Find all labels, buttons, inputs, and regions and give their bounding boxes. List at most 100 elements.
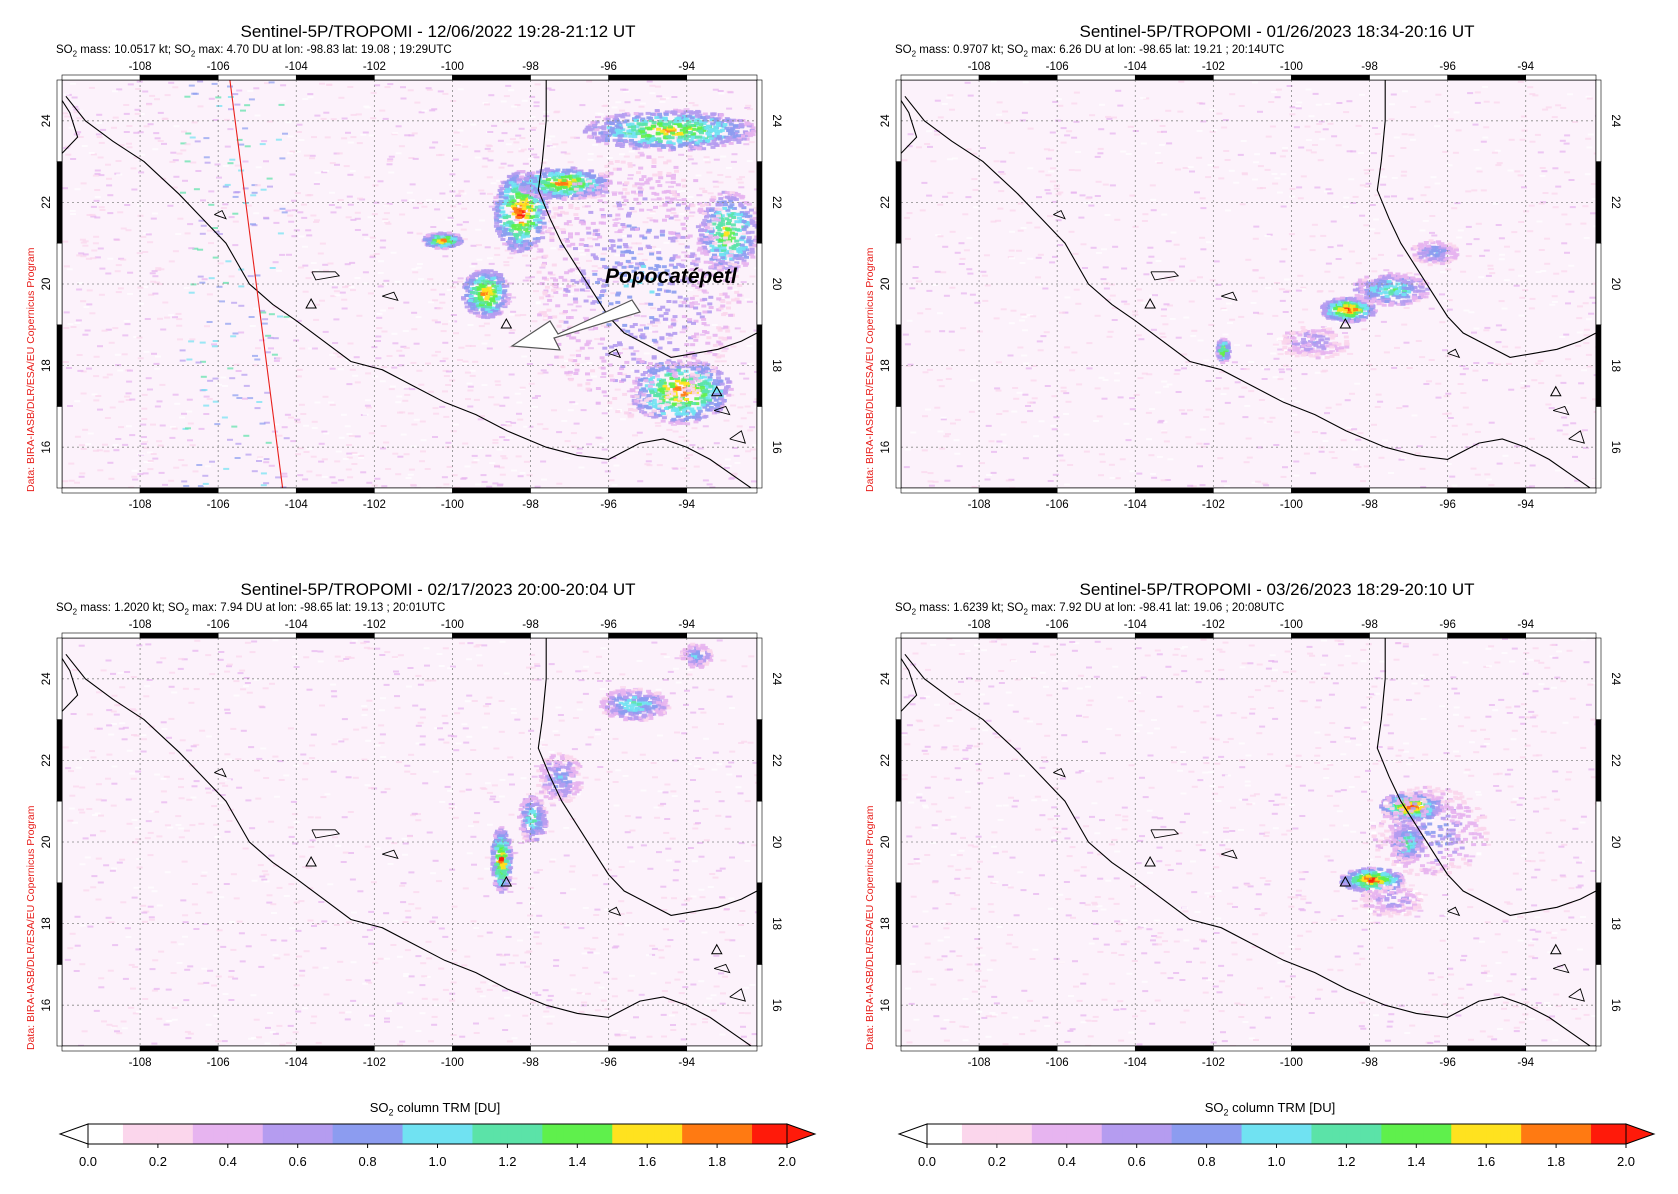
graticule [62, 638, 757, 1046]
map-border [895, 74, 1602, 494]
lon-tick-bottom: -104 [285, 499, 309, 511]
volcano-marker [1144, 297, 1156, 309]
lon-tick-top: -98 [522, 619, 539, 631]
lat-tick-right: 16 [770, 441, 782, 454]
lat-tick-left: 18 [41, 359, 53, 372]
lon-tick-top: -100 [1280, 619, 1303, 631]
lon-tick-bottom: -108 [129, 1057, 152, 1069]
colorbar-over-arrow [1625, 1123, 1656, 1145]
lon-tick-top: -104 [1124, 619, 1148, 631]
map-border [56, 632, 763, 1052]
volcano-annotation: Popocatépetl [605, 265, 738, 288]
colorbar-tick: 2.0 [1617, 1154, 1635, 1169]
colorbar-tick: 0.4 [219, 1154, 237, 1169]
colorbar-tick: 0.0 [918, 1154, 936, 1169]
lon-tick-top: -102 [1202, 61, 1225, 73]
lon-tick-bottom: -94 [678, 1057, 695, 1069]
lat-tick-left: 20 [880, 278, 892, 291]
lat-tick-left: 22 [41, 754, 53, 767]
volcano-marker [1339, 317, 1352, 329]
lat-tick-left: 20 [880, 836, 892, 849]
colorbar-tick: 1.0 [1267, 1154, 1285, 1169]
lon-tick-bottom: -100 [441, 499, 464, 511]
lon-tick-top: -104 [285, 619, 309, 631]
panel-top-right: Sentinel-5P/TROPOMI - 01/26/2023 18:34-2… [839, 0, 1678, 530]
lon-tick-top: -102 [363, 61, 386, 73]
colorbar-ramp [88, 1124, 788, 1144]
lon-tick-top: -94 [678, 619, 695, 631]
lon-tick-top: -94 [678, 61, 695, 73]
lat-tick-left: 24 [880, 672, 892, 685]
lat-tick-left: 16 [41, 999, 53, 1012]
volcano-marker [305, 297, 317, 309]
lat-tick-right: 20 [770, 278, 782, 291]
map-border [56, 74, 763, 494]
volcano-marker [1144, 855, 1156, 867]
lat-tick-right: 18 [1609, 359, 1621, 372]
lat-tick-right: 24 [770, 672, 782, 685]
coastline [901, 80, 1596, 488]
lon-tick-top: -106 [1046, 619, 1069, 631]
volcano-marker [710, 385, 723, 397]
lat-tick-right: 18 [1609, 917, 1621, 930]
colorbar-tick: 0.0 [79, 1154, 97, 1169]
lon-tick-top: -108 [129, 619, 152, 631]
lat-tick-right: 22 [1609, 754, 1621, 767]
lon-tick-top: -96 [600, 619, 617, 631]
lon-tick-top: -98 [1361, 619, 1378, 631]
colorbar-under-arrow [58, 1123, 89, 1145]
lon-tick-top: -108 [968, 619, 991, 631]
colorbar-tick: 1.6 [1477, 1154, 1495, 1169]
lat-tick-right: 24 [1609, 114, 1621, 127]
so2-map: -108 -108 -106 -106 -104 -104 -102 -102 -100 -100… [41, 61, 782, 511]
lon-tick-bottom: -104 [285, 1057, 309, 1069]
lat-tick-right: 22 [770, 196, 782, 209]
lon-tick-top: -96 [600, 61, 617, 73]
panel-info: SO2 mass: 1.6239 kt; SO2 max: 7.92 DU at… [895, 602, 1285, 617]
graticule [901, 80, 1596, 488]
lon-tick-bottom: -102 [1202, 499, 1225, 511]
volcano-marker [305, 855, 317, 867]
lon-tick-top: -102 [1202, 619, 1225, 631]
lon-tick-bottom: -106 [207, 499, 230, 511]
colorbar-ramp [927, 1124, 1627, 1144]
colorbar-tick: 0.8 [359, 1154, 377, 1169]
volcano-marker [500, 875, 513, 887]
panel-bottom-right: Sentinel-5P/TROPOMI - 03/26/2023 18:29-2… [839, 558, 1678, 1098]
lon-tick-top: -100 [1280, 61, 1303, 73]
panel-title: Sentinel-5P/TROPOMI - 12/06/2022 19:28-2… [240, 22, 636, 41]
volcano-marker [1549, 943, 1562, 955]
colorbar-tick: 1.8 [1547, 1154, 1565, 1169]
lon-tick-bottom: -100 [1280, 1057, 1303, 1069]
panel-title: Sentinel-5P/TROPOMI - 01/26/2023 18:34-2… [1079, 22, 1475, 41]
lon-tick-bottom: -98 [522, 499, 539, 511]
lon-tick-bottom: -98 [1361, 1057, 1378, 1069]
lat-tick-left: 22 [880, 754, 892, 767]
lon-tick-top: -96 [1439, 61, 1456, 73]
lon-tick-bottom: -94 [1517, 499, 1534, 511]
lon-tick-top: -108 [129, 61, 152, 73]
colorbar-tick: 1.4 [1407, 1154, 1425, 1169]
colorbar-tick: 0.6 [1128, 1154, 1146, 1169]
colorbar-right: 0.0 0.2 0.4 0.6 0.8 1.0 1.2 1.4 1.6 1.8 2.0 [897, 1123, 1656, 1169]
lon-tick-bottom: -106 [1046, 1057, 1069, 1069]
lat-tick-left: 24 [41, 672, 53, 685]
colorbar-tick: 1.0 [428, 1154, 446, 1169]
so2-map: -108 -108 -106 -106 -104 -104 -102 -102 -100 -100… [880, 61, 1621, 511]
colorbar-under-arrow [897, 1123, 928, 1145]
lon-tick-bottom: -106 [207, 1057, 230, 1069]
lon-tick-top: -106 [207, 61, 230, 73]
lat-tick-right: 18 [770, 917, 782, 930]
orbit-swath-edge [229, 79, 284, 489]
panel-title: Sentinel-5P/TROPOMI - 03/26/2023 18:29-2… [1079, 580, 1475, 599]
lon-tick-bottom: -96 [600, 499, 617, 511]
lat-tick-left: 18 [880, 359, 892, 372]
lat-tick-right: 22 [1609, 196, 1621, 209]
lon-tick-top: -100 [441, 619, 464, 631]
lat-tick-right: 24 [770, 114, 782, 127]
so2-field [901, 638, 1596, 1046]
lon-tick-top: -106 [1046, 61, 1069, 73]
coastline [901, 638, 1596, 1046]
graticule [901, 638, 1596, 1046]
coastline [62, 638, 757, 1046]
